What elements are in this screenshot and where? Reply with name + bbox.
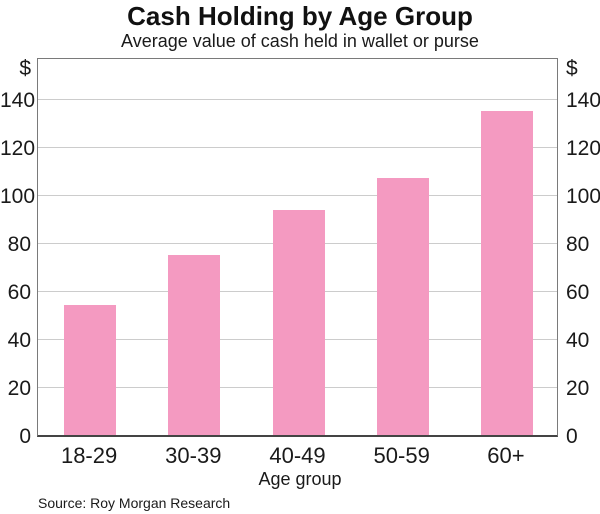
y-tick-label-left-0: 0 [19,425,31,448]
y-tick-label-left-20: 20 [7,377,31,401]
chart-subtitle: Average value of cash held in wallet or … [121,31,479,51]
y-tick-label-right-0: 0 [566,425,578,448]
gridline-140 [38,98,557,100]
plot-area [37,58,558,437]
y-tick-label-left-40: 40 [7,329,31,353]
x-tick-label-50-59: 50-59 [373,443,430,468]
y-tick-label-right-40: 40 [566,329,590,353]
y-tick-label-left-80: 80 [7,233,31,257]
y-tick-label-left-120: 120 [0,137,36,161]
bar-50-59 [376,178,429,435]
gridline-100 [38,194,557,196]
y-axis-unit-left: $ [19,57,31,80]
x-tick-label-18-29: 18-29 [60,443,118,468]
y-tick-label-right-140: 140 [566,89,600,113]
y-tick-label-right-120: 120 [566,137,600,161]
bar-40-49 [272,209,325,435]
bar-60+ [480,111,533,435]
y-tick-label-left-100: 100 [0,185,36,209]
y-axis-unit-right: $ [566,57,578,80]
gridline-120 [38,146,557,148]
x-tick-label-60+: 60+ [487,443,525,468]
source-note: Source: Roy Morgan Research [38,495,231,511]
y-tick-label-right-100: 100 [566,185,600,209]
y-tick-label-left-60: 60 [7,281,31,305]
x-axis-title: Age group [258,469,342,489]
y-tick-label-right-20: 20 [566,377,590,401]
y-tick-label-right-80: 80 [566,233,590,257]
chart-title: Cash Holding by Age Group [127,1,473,31]
bar-18-29 [64,305,117,435]
x-tick-label-30-39: 30-39 [165,443,222,468]
y-tick-label-left-140: 140 [0,89,36,113]
bar-30-39 [168,255,221,435]
x-tick-label-40-49: 40-49 [269,443,326,468]
y-tick-label-right-60: 60 [566,281,590,305]
